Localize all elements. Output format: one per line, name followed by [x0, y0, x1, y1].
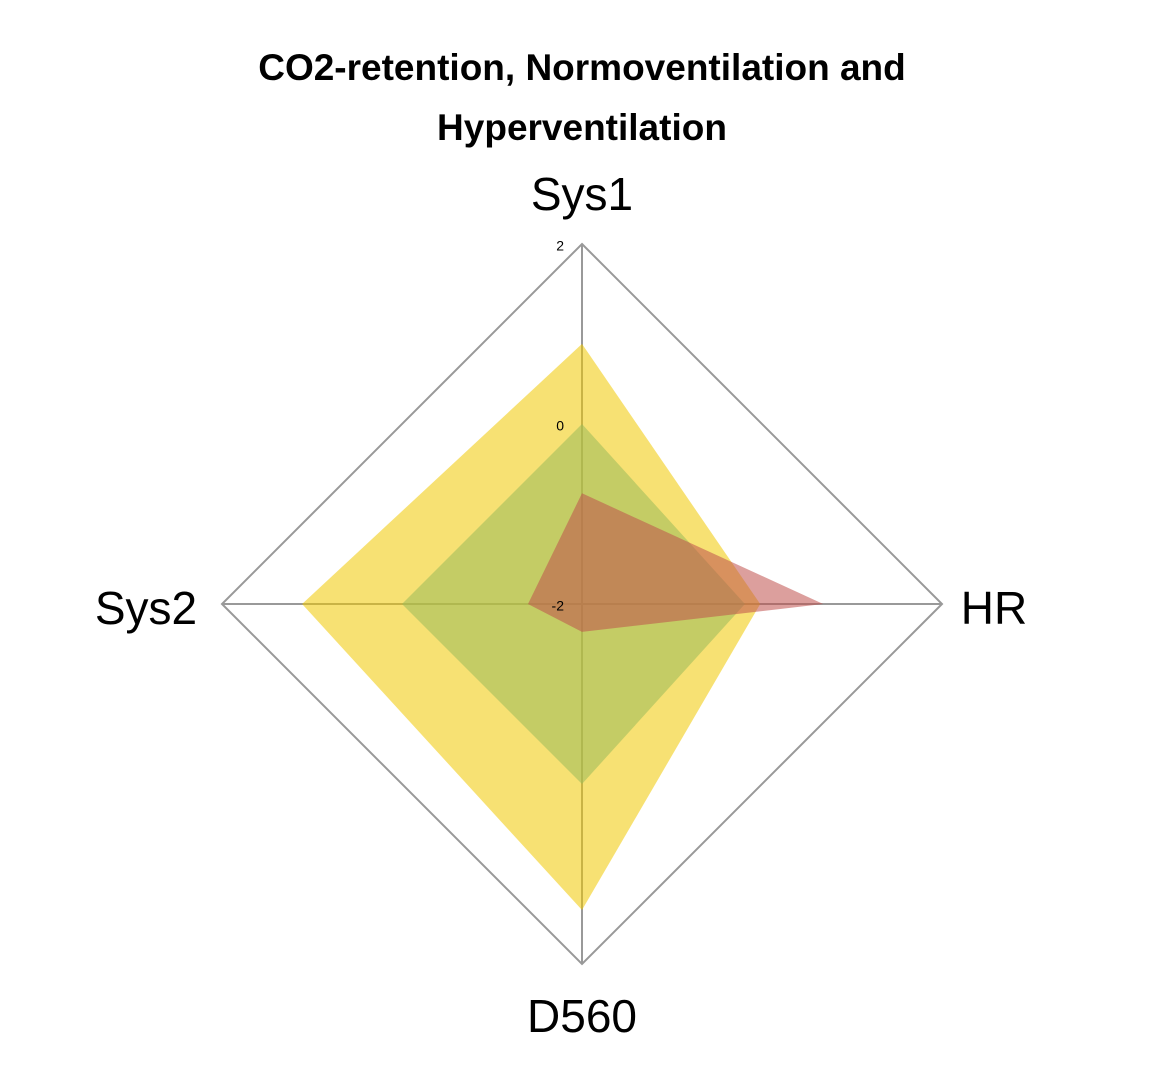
series-area	[528, 493, 824, 632]
tick-label: 2	[556, 238, 564, 254]
category-label: Sys1	[531, 168, 633, 220]
tick-label: 0	[556, 418, 564, 434]
category-label: D560	[527, 990, 637, 1042]
category-label: HR	[961, 582, 1027, 634]
tick-label: -2	[552, 598, 565, 614]
category-label: Sys2	[95, 582, 197, 634]
chart-title: CO2-retention, Normoventilation and Hype…	[258, 47, 906, 148]
